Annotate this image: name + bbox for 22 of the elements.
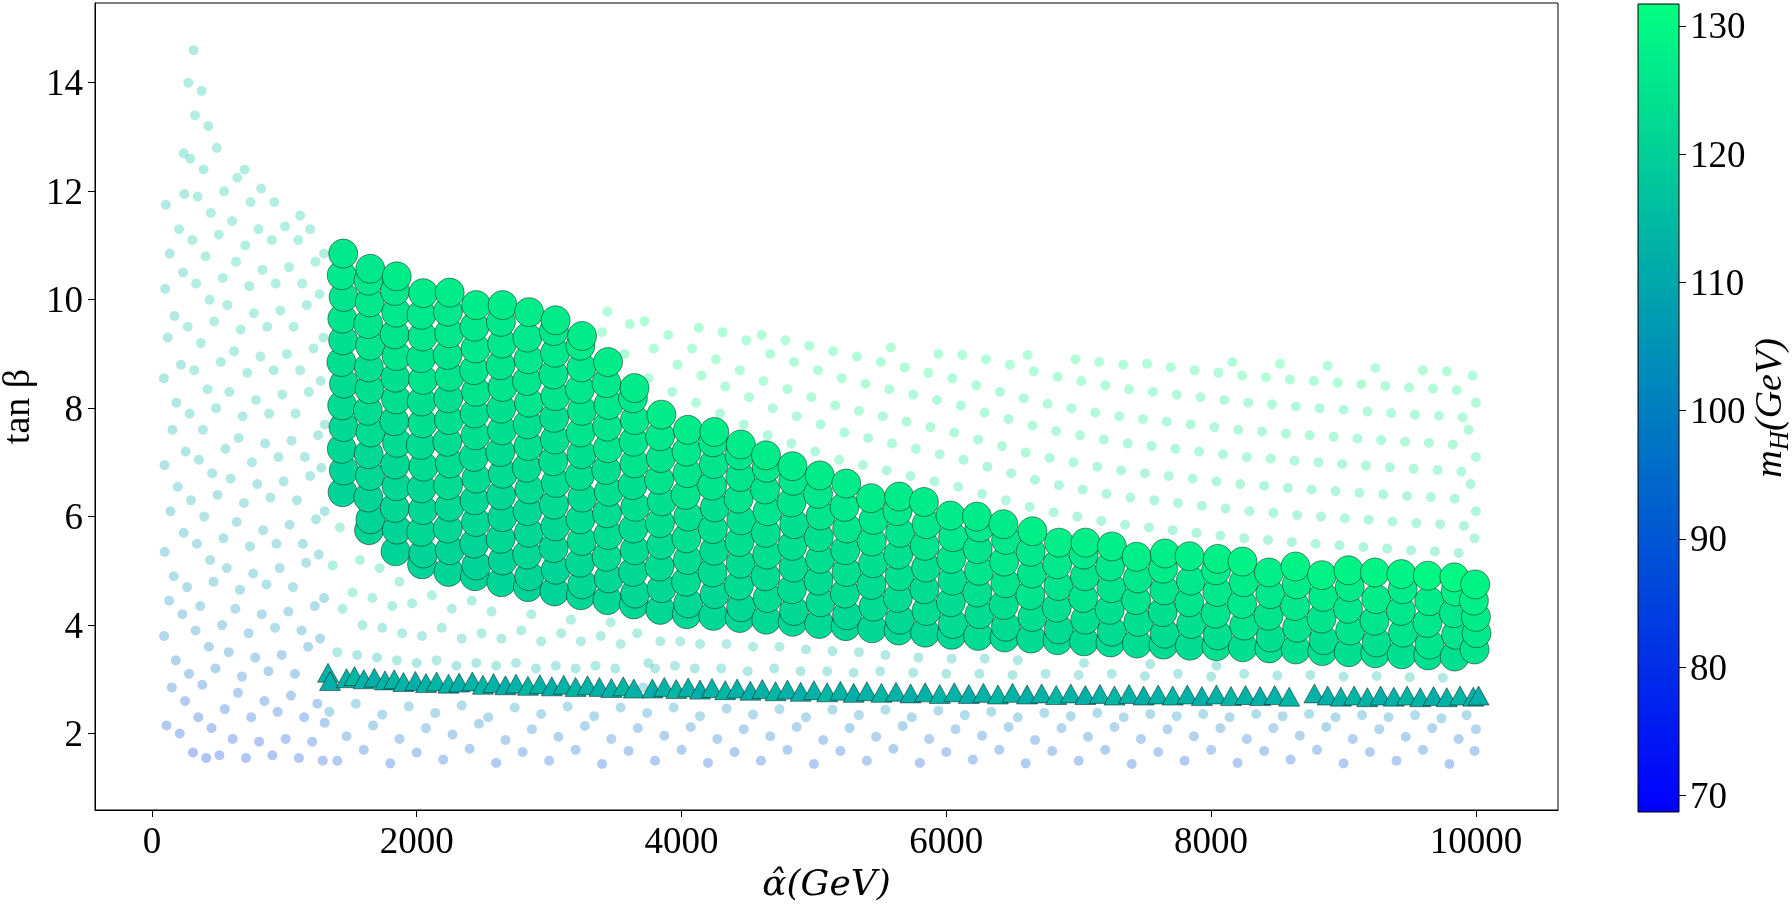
y-axis-title: tan β xyxy=(0,368,38,445)
color-bar-label: 110 xyxy=(1690,261,1745,303)
color-bar-label: 100 xyxy=(1690,390,1746,432)
y-tick-label: 12 xyxy=(46,170,83,212)
color-bar-label: 80 xyxy=(1690,646,1727,688)
y-tick-label: 4 xyxy=(64,604,83,646)
x-tick-label: 6000 xyxy=(909,820,984,861)
x-tick-label: 10000 xyxy=(1429,820,1523,861)
y-tick-label: 10 xyxy=(46,279,83,321)
y-tick-label: 6 xyxy=(64,496,83,538)
y-tick-label: 14 xyxy=(46,62,83,104)
y-tick-label: 8 xyxy=(64,387,83,429)
color-bar-label: 120 xyxy=(1690,133,1746,175)
y-tick-label: 2 xyxy=(64,713,83,755)
x-tick-label: 8000 xyxy=(1174,820,1249,861)
color-bar-label: 70 xyxy=(1690,774,1727,816)
x-tick-label: 2000 xyxy=(379,820,454,861)
x-tick-label: 4000 xyxy=(644,820,719,861)
x-axis-title: α̂(GeV) xyxy=(762,861,891,903)
x-tick-label: 0 xyxy=(142,820,162,861)
color-bar-label: 130 xyxy=(1690,5,1746,47)
color-bar-label: 90 xyxy=(1690,518,1727,560)
